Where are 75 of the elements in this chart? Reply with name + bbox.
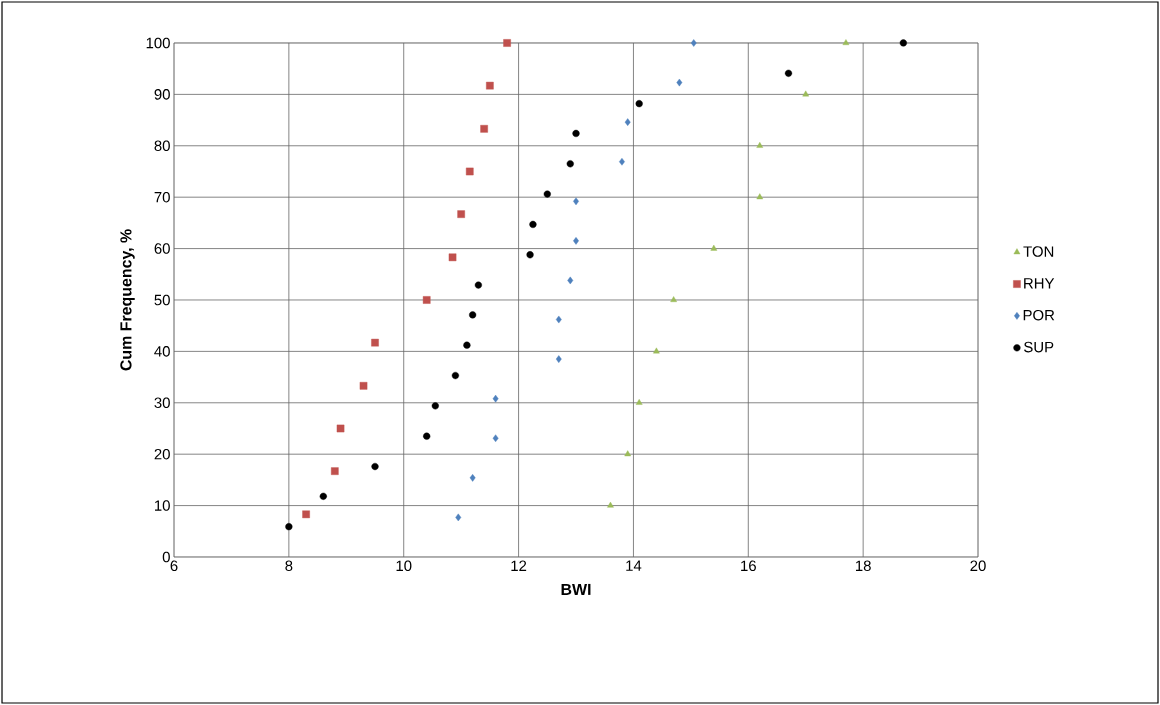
point (756, 193, 764, 200)
point (624, 450, 632, 457)
point (469, 311, 477, 319)
point (465, 167, 474, 176)
x-tick-label: 8 (285, 560, 293, 572)
x-tick-label: 18 (855, 560, 871, 572)
y-tick-label: 70 (154, 191, 170, 203)
point (423, 432, 431, 440)
point (480, 125, 488, 133)
point (463, 341, 471, 349)
y-tick-label: 30 (154, 397, 170, 409)
point (676, 78, 683, 87)
point (899, 39, 907, 47)
point (431, 402, 439, 410)
point (573, 237, 579, 245)
y-tick-label: 60 (154, 243, 170, 254)
y-tick-label: 10 (155, 500, 170, 511)
point (543, 190, 551, 198)
point (842, 39, 850, 45)
point (529, 220, 537, 229)
y-tick-label: 0 (162, 551, 170, 563)
legend-label: TON (1023, 246, 1054, 257)
point (607, 501, 614, 508)
point (492, 394, 499, 403)
point (690, 39, 697, 47)
x-tick-label: 14 (626, 560, 642, 571)
point (285, 523, 293, 531)
x-axis-title: BWI (561, 583, 591, 595)
point (371, 338, 379, 347)
x-tick-label: 20 (970, 560, 986, 572)
point (555, 315, 562, 324)
point (331, 467, 339, 475)
point (451, 371, 459, 380)
point (455, 513, 462, 522)
point (802, 90, 810, 97)
point (474, 281, 482, 289)
legend-label: POR (1023, 309, 1055, 321)
point (422, 296, 431, 304)
point (492, 434, 499, 443)
y-tick-label: 40 (154, 346, 170, 357)
x-tick-label: 16 (741, 560, 756, 572)
point (526, 251, 534, 259)
legend-label: RHY (1024, 278, 1055, 289)
point (624, 118, 631, 126)
x-tick-label: 12 (511, 560, 527, 571)
point (336, 424, 345, 433)
point (566, 160, 574, 168)
legend-label: SUP (1024, 341, 1054, 353)
point (486, 81, 494, 90)
x-tick-label: 6 (170, 560, 178, 572)
point (635, 100, 643, 108)
y-tick-label: 90 (154, 89, 170, 100)
point (302, 510, 310, 519)
point (359, 382, 368, 390)
point (635, 399, 643, 405)
point (503, 39, 511, 47)
point (670, 296, 677, 302)
point (653, 347, 660, 354)
point (457, 210, 465, 218)
point (784, 69, 793, 77)
y-tick-label: 50 (154, 294, 170, 306)
point (710, 244, 718, 251)
x-tick-label: 10 (396, 560, 412, 572)
y-tick-label: 20 (154, 448, 170, 460)
point (469, 474, 476, 482)
y-tick-label: 100 (146, 37, 170, 49)
point (371, 462, 379, 471)
y-axis-title: Cum Frequency, % (120, 229, 135, 371)
point (448, 253, 457, 262)
point (567, 276, 574, 285)
point (756, 141, 764, 148)
point (555, 355, 562, 363)
point (572, 129, 580, 138)
point (319, 492, 327, 500)
y-tick-label: 80 (154, 140, 170, 152)
